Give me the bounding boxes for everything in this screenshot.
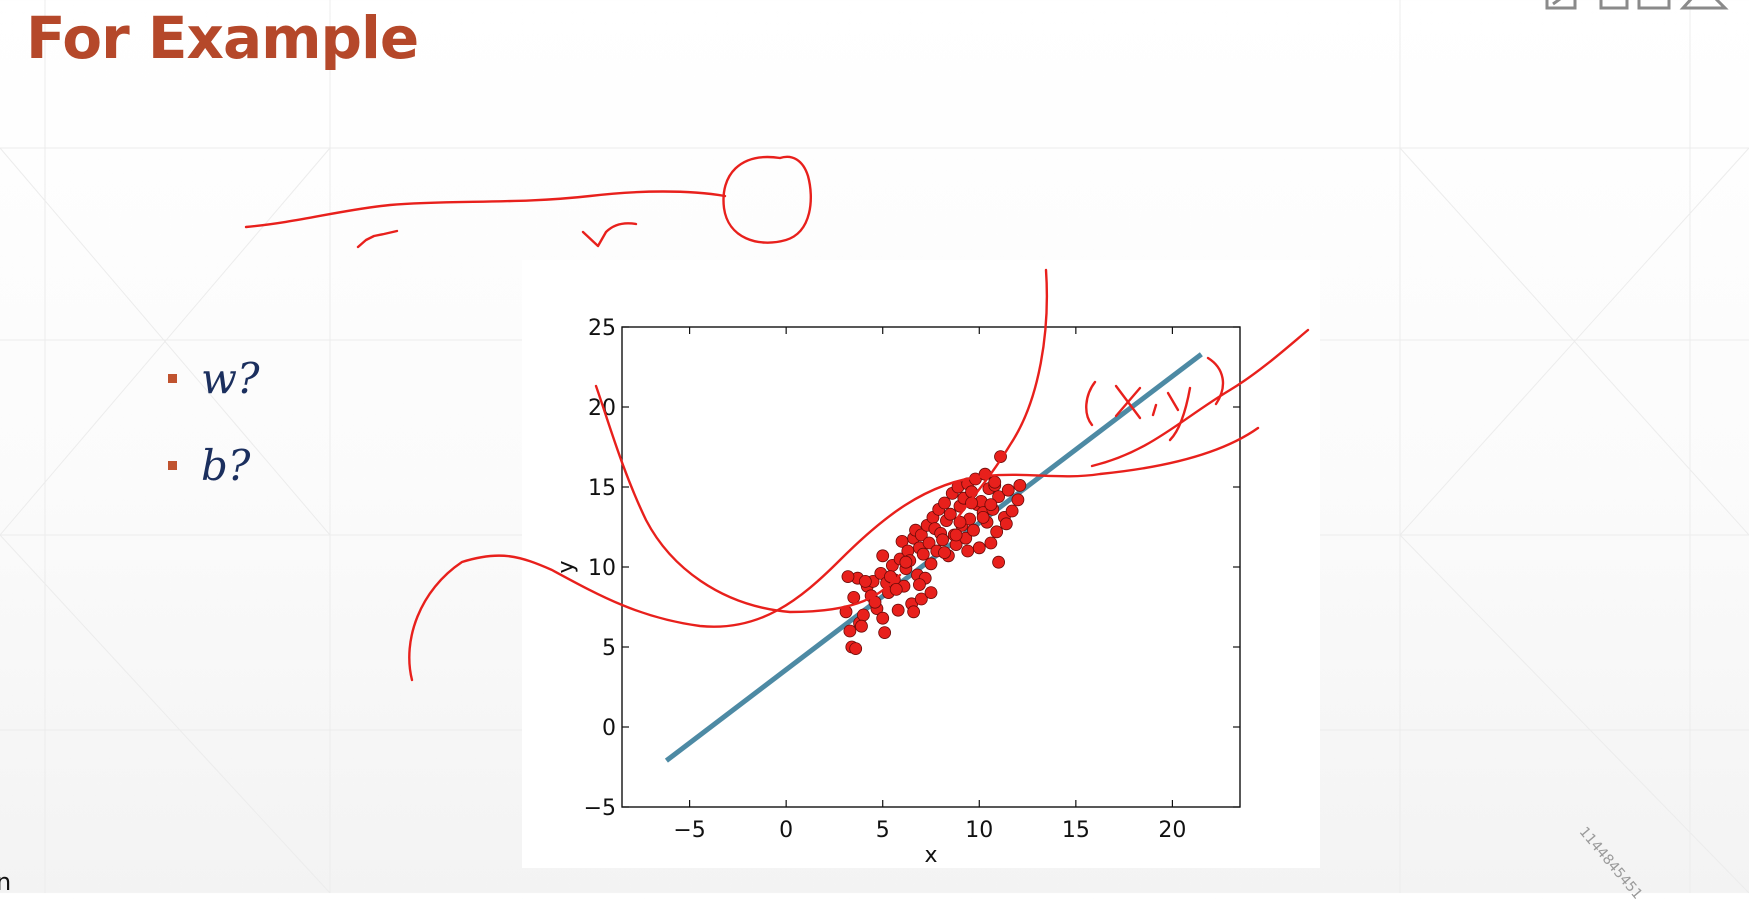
y-tick-label: 20 bbox=[588, 396, 616, 421]
y-tick-label: 10 bbox=[588, 556, 616, 581]
bullet-marker bbox=[168, 460, 177, 470]
data-point bbox=[891, 603, 905, 617]
data-point bbox=[876, 611, 890, 625]
data-point bbox=[899, 555, 913, 569]
data-point bbox=[922, 536, 936, 550]
data-point bbox=[841, 570, 855, 583]
data-point bbox=[876, 549, 890, 563]
ink-paren-close bbox=[1206, 356, 1225, 406]
ink-basin-curve bbox=[594, 384, 902, 614]
data-point bbox=[858, 575, 872, 588]
data-point bbox=[988, 475, 1002, 489]
x-tick-label: 0 bbox=[779, 818, 793, 843]
x-tick-label: −5 bbox=[673, 818, 705, 843]
data-point bbox=[938, 546, 951, 559]
ink-paren-open bbox=[1085, 380, 1097, 427]
data-point bbox=[984, 498, 998, 512]
x-tick-label: 15 bbox=[1062, 818, 1090, 843]
ink-wavy-curve bbox=[408, 426, 1260, 682]
x-tick-label: 20 bbox=[1158, 818, 1186, 843]
data-point bbox=[847, 591, 861, 604]
ink-x bbox=[1114, 384, 1142, 420]
x-tick-label: 5 bbox=[876, 818, 890, 843]
data-point bbox=[907, 605, 921, 619]
ink-annotations bbox=[244, 155, 1310, 682]
data-point bbox=[924, 586, 938, 599]
data-point bbox=[984, 536, 998, 550]
y-tick-label: 0 bbox=[602, 716, 616, 741]
data-point bbox=[999, 517, 1013, 531]
ink-steep-curve bbox=[954, 268, 1049, 522]
data-point bbox=[976, 511, 990, 524]
data-point bbox=[889, 583, 903, 596]
bullet-item-w: w? bbox=[168, 352, 259, 404]
data-point bbox=[878, 626, 892, 639]
y-tick-label: 15 bbox=[588, 476, 616, 501]
ink-underline bbox=[244, 190, 727, 229]
data-point bbox=[953, 515, 967, 529]
bullet-label: w? bbox=[201, 353, 260, 403]
data-point bbox=[1011, 493, 1025, 507]
ink-y bbox=[1166, 386, 1192, 442]
data-point bbox=[965, 485, 978, 499]
data-point bbox=[943, 507, 957, 521]
data-point bbox=[914, 528, 928, 542]
data-point bbox=[936, 533, 949, 547]
bullet-item-b: b? bbox=[168, 439, 259, 491]
data-point bbox=[990, 525, 1004, 539]
data-point bbox=[965, 496, 978, 510]
data-point bbox=[895, 535, 909, 548]
data-point bbox=[992, 490, 1005, 504]
edge-glyph: n bbox=[0, 868, 12, 896]
y-tick-label: 25 bbox=[588, 316, 616, 341]
slide-title: For Example bbox=[26, 4, 419, 72]
ink-check-mark bbox=[581, 222, 638, 248]
logo bbox=[1543, 0, 1733, 14]
data-point bbox=[1013, 478, 1027, 492]
data-point bbox=[849, 642, 863, 655]
data-point bbox=[992, 555, 1005, 569]
data-point bbox=[972, 541, 986, 555]
ink-right-curve bbox=[1090, 328, 1310, 468]
y-axis-title: y bbox=[554, 560, 579, 573]
bullet-label: b? bbox=[201, 440, 251, 490]
data-point bbox=[967, 523, 980, 537]
data-point bbox=[855, 619, 868, 633]
y-tick-label: −5 bbox=[584, 796, 616, 821]
data-point bbox=[843, 624, 857, 638]
data-point bbox=[924, 557, 938, 571]
ink-check-mark bbox=[356, 229, 399, 249]
x-tick-label: 10 bbox=[965, 818, 993, 843]
data-point bbox=[913, 578, 926, 591]
data-point bbox=[949, 528, 963, 542]
data-point bbox=[1005, 504, 1019, 518]
bullet-marker bbox=[168, 373, 177, 383]
data-point bbox=[916, 547, 930, 561]
x-axis-title: x bbox=[924, 843, 937, 868]
data-point bbox=[961, 544, 975, 558]
data-point bbox=[1001, 483, 1015, 497]
ink-comma bbox=[1151, 403, 1158, 417]
data-point bbox=[914, 592, 928, 606]
ink-circle bbox=[722, 155, 813, 244]
bullet-list: w? b? bbox=[168, 352, 259, 526]
data-point bbox=[857, 608, 870, 622]
data-point bbox=[938, 496, 951, 510]
y-tick-label: 5 bbox=[602, 636, 616, 661]
regression-line bbox=[664, 352, 1203, 763]
